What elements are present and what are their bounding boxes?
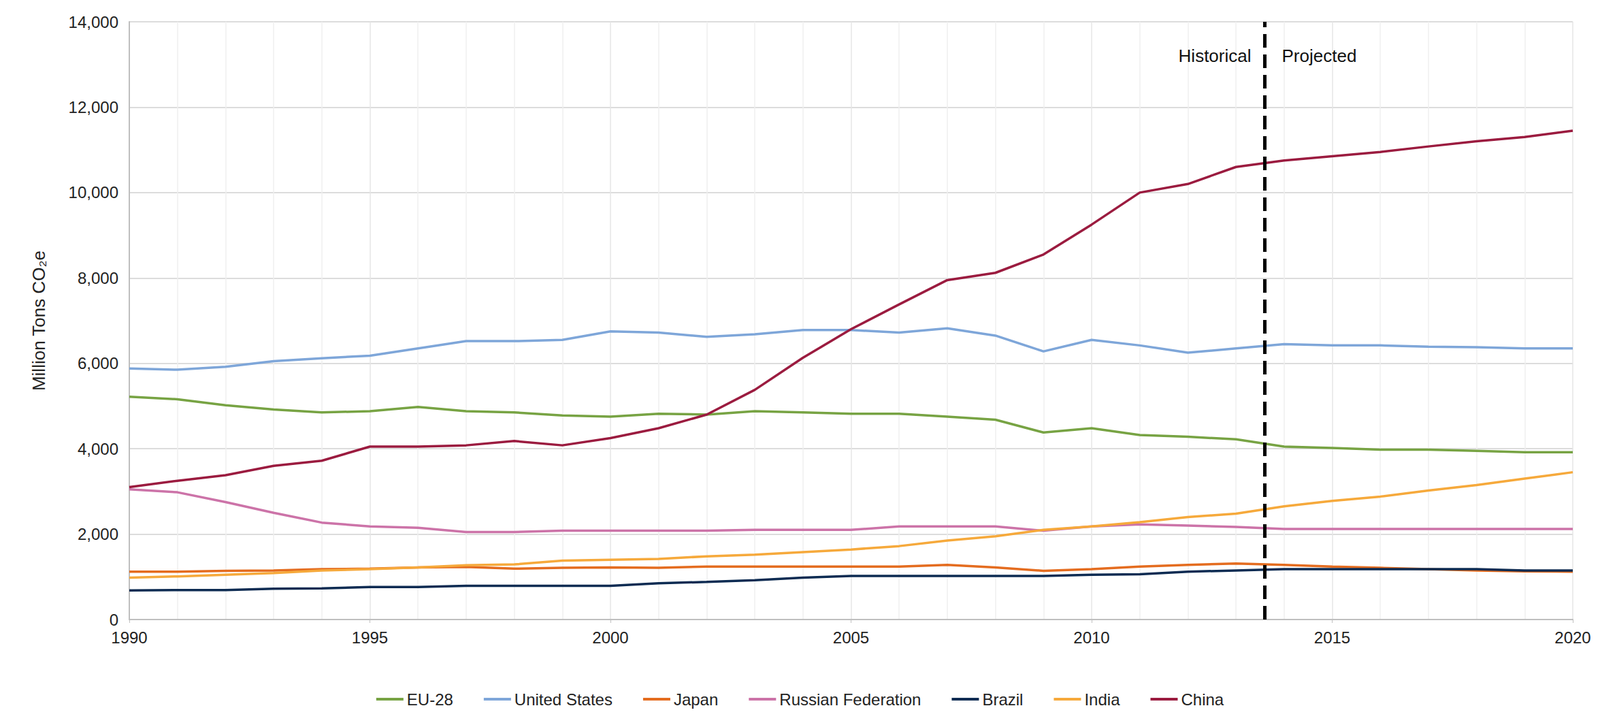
svg-text:EU-28: EU-28	[406, 690, 454, 709]
svg-text:1990: 1990	[110, 628, 148, 647]
svg-text:4,000: 4,000	[77, 439, 119, 459]
svg-text:2005: 2005	[833, 628, 870, 647]
svg-text:14,000: 14,000	[68, 12, 119, 32]
svg-text:12,000: 12,000	[68, 98, 119, 117]
svg-text:2020: 2020	[1554, 628, 1591, 647]
svg-text:Historical: Historical	[1178, 45, 1252, 67]
svg-text:Million Tons CO₂e: Million Tons CO₂e	[28, 250, 50, 391]
svg-text:0: 0	[109, 610, 119, 629]
svg-text:Brazil: Brazil	[982, 690, 1023, 709]
svg-text:6,000: 6,000	[77, 353, 119, 373]
svg-text:1995: 1995	[351, 628, 388, 647]
svg-text:Japan: Japan	[673, 690, 718, 709]
svg-text:2000: 2000	[592, 628, 629, 647]
svg-text:2015: 2015	[1314, 628, 1351, 647]
svg-text:China: China	[1180, 690, 1224, 709]
svg-text:Russian Federation: Russian Federation	[779, 690, 921, 709]
svg-text:India: India	[1084, 690, 1121, 709]
svg-text:2,000: 2,000	[77, 524, 119, 544]
svg-text:10,000: 10,000	[68, 183, 119, 202]
svg-text:8,000: 8,000	[77, 268, 119, 288]
svg-text:Projected: Projected	[1282, 45, 1358, 67]
svg-text:2010: 2010	[1073, 628, 1110, 647]
svg-text:United States: United States	[514, 690, 613, 709]
